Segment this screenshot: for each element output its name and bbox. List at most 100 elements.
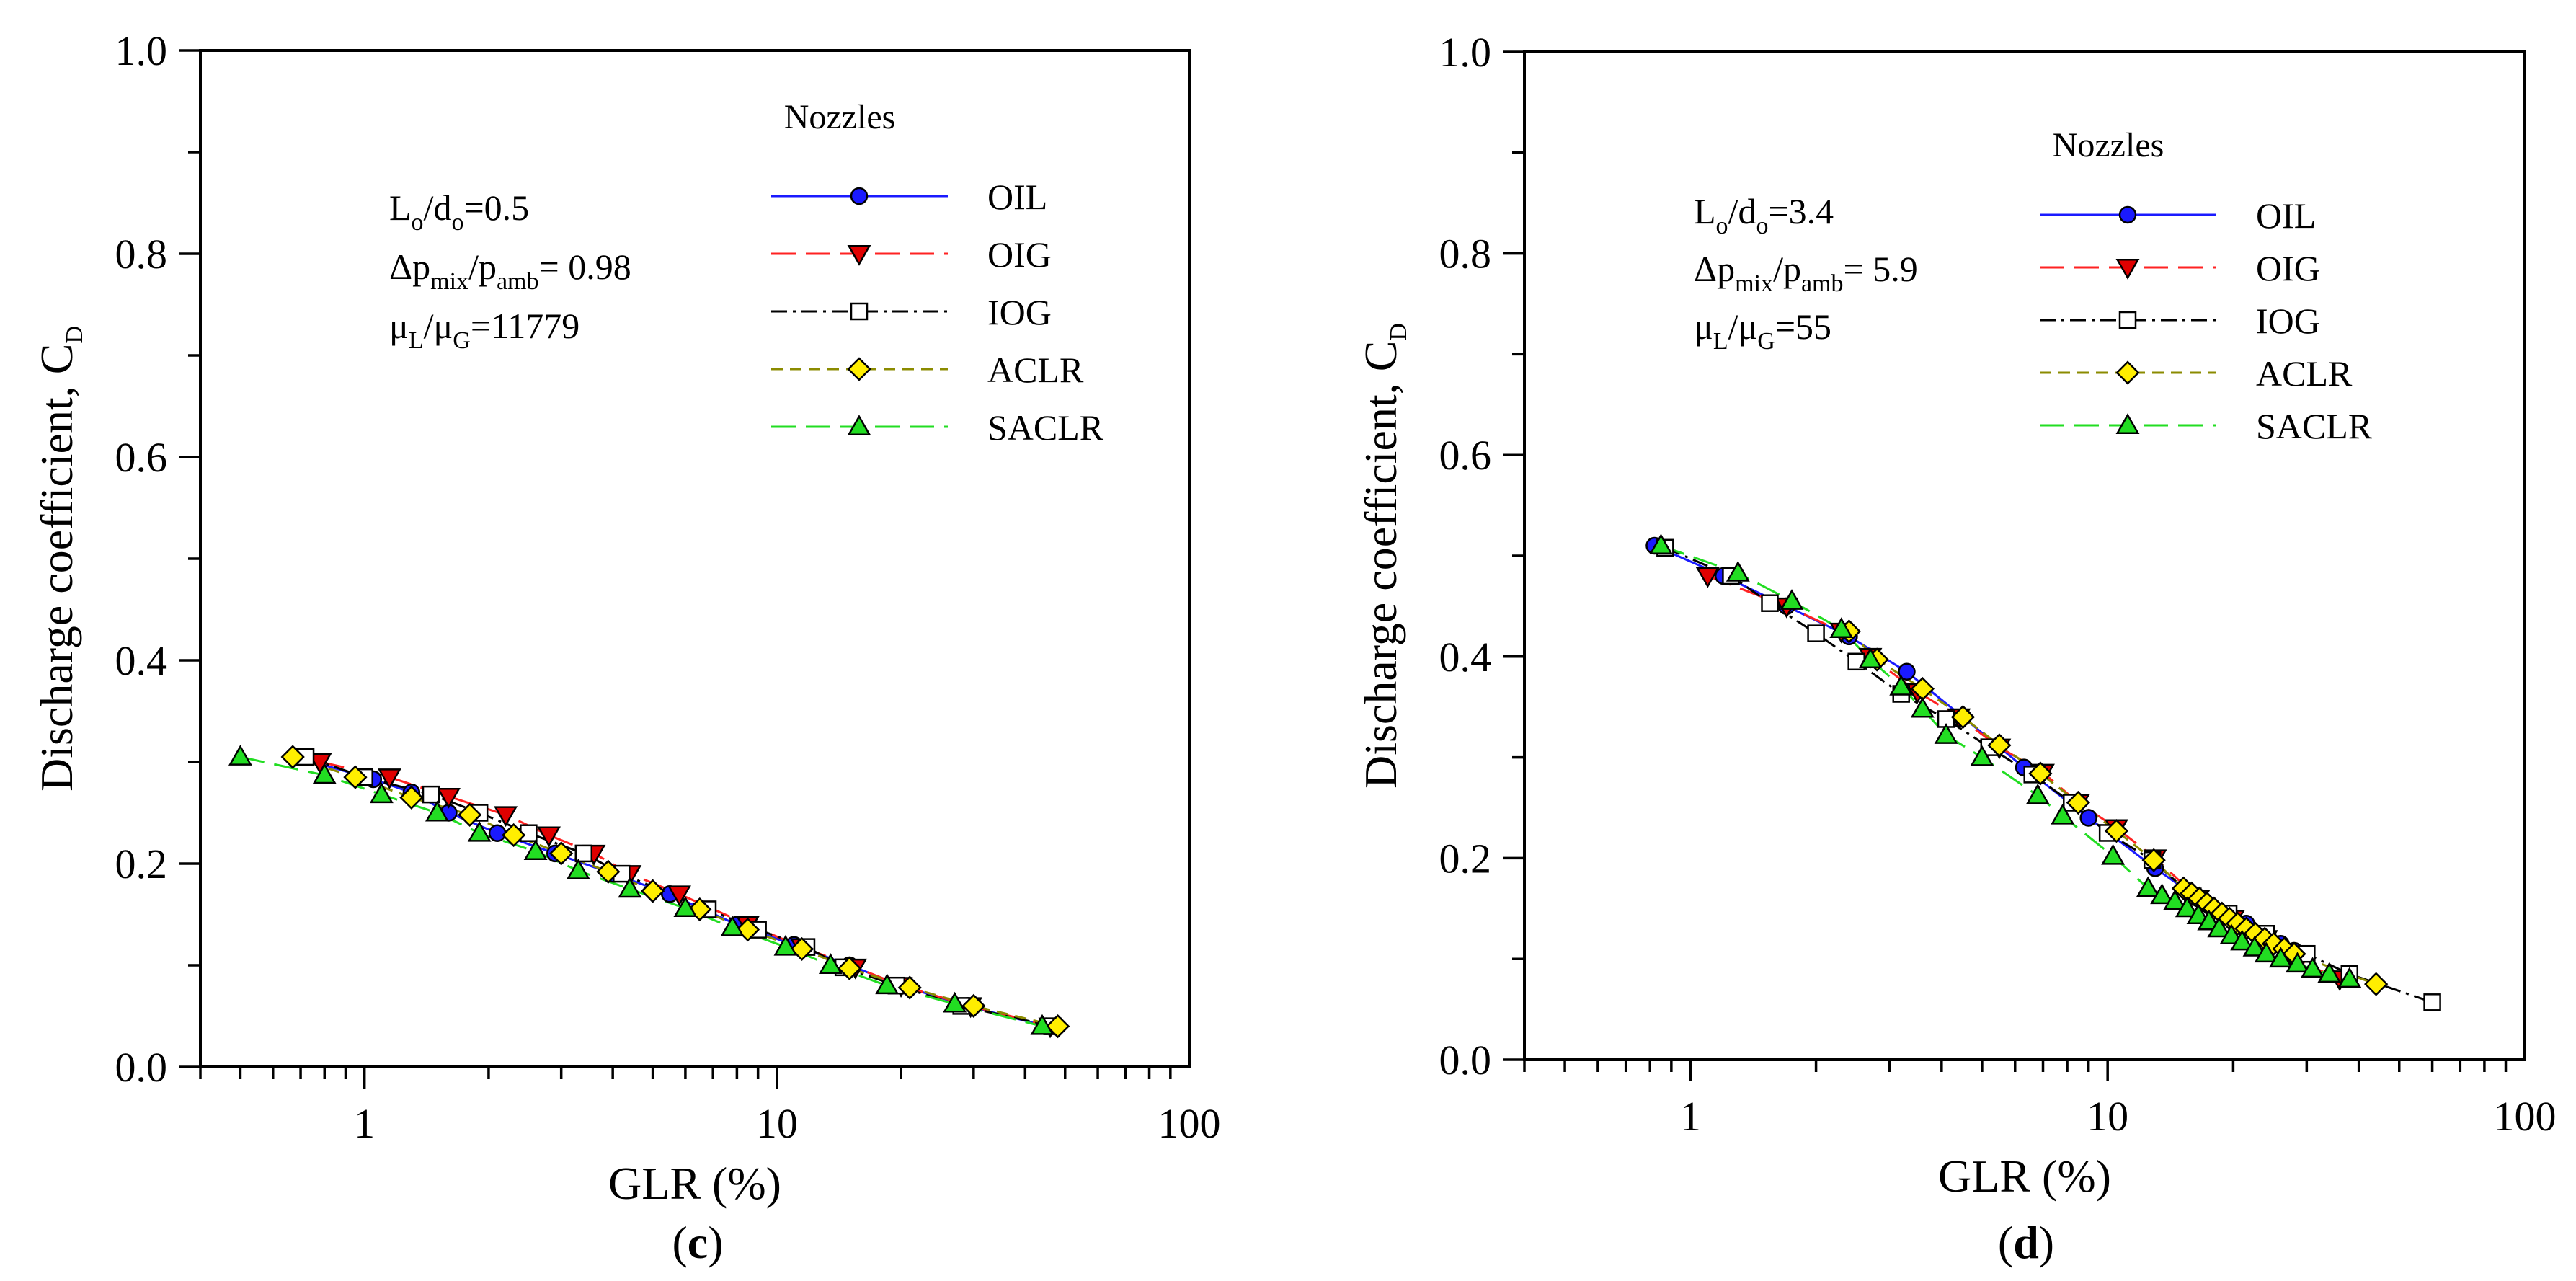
legend-title: Nozzles xyxy=(2053,126,2164,164)
data-point xyxy=(399,785,424,810)
x-tick-label: 100 xyxy=(2494,1093,2557,1140)
data-point xyxy=(280,745,305,769)
legend-marker-aclr xyxy=(847,357,871,381)
data-point xyxy=(2150,883,2175,905)
legend-marker-oil xyxy=(850,187,869,205)
data-point xyxy=(537,826,561,848)
legend-label-iog: IOG xyxy=(2256,301,2320,341)
condition-annotation: Δpmix/pamb= 0.98 xyxy=(389,247,631,295)
x-axis-label: GLR (%) xyxy=(608,1158,781,1209)
data-point xyxy=(1889,674,1914,696)
data-point xyxy=(2136,876,2160,897)
data-point xyxy=(2207,916,2231,938)
data-point xyxy=(2317,962,2342,983)
data-point xyxy=(2219,923,2244,945)
data-point xyxy=(1726,560,1750,582)
data-point xyxy=(1761,594,1779,612)
data-point xyxy=(1030,1014,1054,1035)
y-axis-label-group: Discharge coefficient, CD xyxy=(1355,323,1412,789)
data-point xyxy=(1910,696,1935,718)
y-tick-label: 1.0 xyxy=(115,27,168,74)
y-tick-label: 0.4 xyxy=(1439,634,1492,681)
y-tick-label: 0.8 xyxy=(115,231,168,278)
data-point xyxy=(875,973,900,995)
y-axis-label: Discharge coefficient, CD xyxy=(31,326,88,792)
chart-panel-d: 1 10 100 0.0 0.2 0.4 0.6 0.8 1.0 GLR (%) Discharge… xyxy=(1355,29,2557,1268)
data-point xyxy=(2261,931,2286,956)
data-point xyxy=(1858,647,1883,668)
data-point xyxy=(467,820,492,842)
data-point xyxy=(1695,567,1720,588)
data-point xyxy=(377,768,401,789)
data-point xyxy=(2301,957,2325,978)
data-point xyxy=(2423,993,2441,1011)
data-point xyxy=(425,800,449,822)
data-point xyxy=(2230,929,2255,951)
data-point xyxy=(618,877,642,898)
y-tick-label: 0.2 xyxy=(1439,835,1492,882)
y-tick-label: 1.0 xyxy=(1439,29,1492,76)
data-point xyxy=(943,991,967,1013)
data-point xyxy=(2364,972,2389,996)
data-point xyxy=(1046,1014,1070,1039)
data-point xyxy=(312,763,337,784)
x-tick-label: 1 xyxy=(1680,1093,1701,1140)
legend: Nozzles OIL OIG IOG ACLR SACLR xyxy=(771,98,1104,448)
legend-title: Nozzles xyxy=(784,98,896,136)
data-point xyxy=(640,879,665,903)
chart-panel-c: 1 10 100 0.0 0.2 0.4 0.6 0.8 1.0 GLR (%) Discharge… xyxy=(31,27,1221,1268)
data-point xyxy=(1950,705,1976,730)
data-point xyxy=(818,953,843,974)
data-point xyxy=(1987,733,2012,758)
data-point xyxy=(1829,617,1854,639)
y-tick-label: 0.0 xyxy=(1439,1037,1492,1083)
legend-marker-oig xyxy=(847,245,871,266)
data-point xyxy=(2066,790,2090,815)
legend-label-oil: OIL xyxy=(987,177,1047,217)
y-tick-label: 0.6 xyxy=(115,434,168,481)
data-point xyxy=(2268,947,2293,968)
data-point xyxy=(308,753,332,774)
data-point xyxy=(1807,624,1825,642)
condition-annotation: Lo/do=3.4 xyxy=(1694,191,1834,239)
x-tick-label: 1 xyxy=(354,1100,375,1147)
legend-marker-aclr xyxy=(2115,360,2140,385)
x-tick-label: 10 xyxy=(756,1100,798,1147)
data-point xyxy=(2104,819,2129,843)
data-point xyxy=(422,785,440,804)
data-point xyxy=(1649,533,1673,554)
x-axis-label: GLR (%) xyxy=(1938,1151,2111,1202)
data-point xyxy=(437,787,461,809)
y-axis-label: Discharge coefficient, CD xyxy=(1355,323,1412,789)
data-point xyxy=(549,841,574,866)
y-tick-label: 0.0 xyxy=(115,1044,168,1091)
data-point xyxy=(494,806,518,828)
legend-label-saclr: SACLR xyxy=(2256,406,2373,446)
x-tick-label: 10 xyxy=(2087,1093,2128,1140)
data-point xyxy=(2141,848,2166,872)
condition-annotation: μL/μG=11779 xyxy=(389,306,579,354)
data-point xyxy=(574,844,593,863)
data-point xyxy=(2079,809,2097,827)
data-point xyxy=(2285,952,2309,973)
condition-annotation: Δpmix/pamb= 5.9 xyxy=(1694,249,1918,297)
series-points-oil xyxy=(286,748,1055,1035)
data-point xyxy=(773,934,798,956)
y-tick-label: 0.2 xyxy=(115,841,168,887)
y-tick-label: 0.6 xyxy=(1439,432,1492,479)
data-point xyxy=(343,765,368,789)
panel-label: (c) xyxy=(672,1217,723,1268)
data-point xyxy=(369,782,394,804)
data-point xyxy=(2051,803,2075,825)
data-point xyxy=(897,975,922,1000)
data-point xyxy=(523,839,548,861)
data-point xyxy=(1934,723,1958,744)
series-points-saclr xyxy=(228,745,1054,1035)
data-point xyxy=(2101,843,2126,865)
plot-frame xyxy=(1523,50,2526,1061)
data-point xyxy=(2254,941,2278,963)
data-point xyxy=(2197,909,2221,931)
series-line-saclr xyxy=(240,755,1043,1028)
data-point xyxy=(2028,761,2053,786)
legend-label-oil: OIL xyxy=(2256,195,2316,236)
